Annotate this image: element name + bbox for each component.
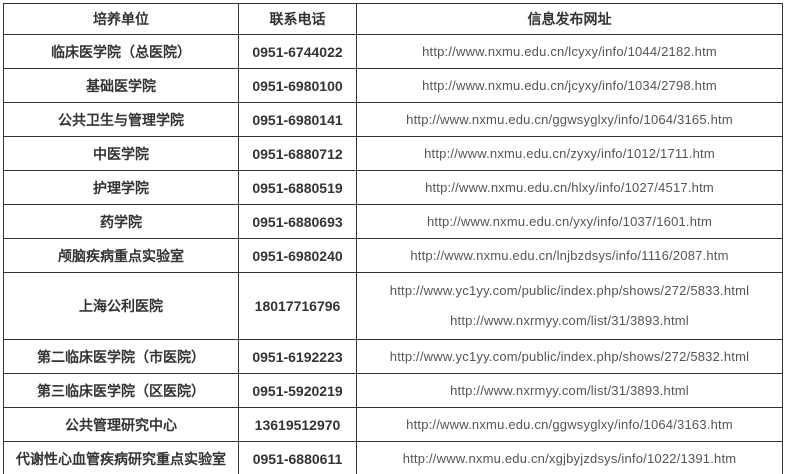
phone-cell: 13619512970 xyxy=(238,407,357,442)
table-body: 临床医学院（总医院） 0951-6744022 http://www.nxmu.ed… xyxy=(3,34,783,474)
url-cell: http://www.nxmu.edu.cn/xgjbyjzdsys/info/… xyxy=(356,441,783,474)
table-row: 药学院 0951-6880693 http://www.nxmu.edu.cn/yx… xyxy=(3,204,783,239)
phone-cell: 18017716796 xyxy=(238,272,357,340)
unit-cell: 中医学院 xyxy=(3,136,239,171)
phone-cell: 0951-6880693 xyxy=(238,204,357,239)
phone-cell: 0951-6744022 xyxy=(238,34,357,69)
url-text: http://www.nxmu.edu.cn/ggwsyglxy/info/10… xyxy=(406,111,733,127)
phone-cell: 0951-6880611 xyxy=(238,441,357,474)
url-text: http://www.nxmu.edu.cn/jcyxy/info/1034/2… xyxy=(422,77,717,93)
url-text: http://www.nxmu.edu.cn/ggwsyglxy/info/10… xyxy=(406,416,733,432)
table-row: 中医学院 0951-6880712 http://www.nxmu.edu.cn/z… xyxy=(3,136,783,171)
url-cell: http://www.nxmu.edu.cn/ggwsyglxy/info/10… xyxy=(356,407,783,442)
unit-cell: 代谢性心血管疾病研究重点实验室 xyxy=(3,441,239,474)
url-cell: http://www.nxmu.edu.cn/hlxy/info/1027/45… xyxy=(356,170,783,205)
url-cell: http://www.nxmu.edu.cn/ggwsyglxy/info/10… xyxy=(356,102,783,137)
unit-cell: 基础医学院 xyxy=(3,68,239,103)
url-text: http://www.nxmu.edu.cn/zyxy/info/1012/17… xyxy=(424,145,715,161)
table-row: 临床医学院（总医院） 0951-6744022 http://www.nxmu.ed… xyxy=(3,34,783,69)
unit-cell: 第二临床医学院（市医院） xyxy=(3,339,239,374)
table-row: 代谢性心血管疾病研究重点实验室 0951-6880611 http://www.nx… xyxy=(3,441,783,474)
url-cell: http://www.nxmu.edu.cn/lnjbzdsys/info/11… xyxy=(356,238,783,273)
unit-cell: 公共管理研究中心 xyxy=(3,407,239,442)
url-text: http://www.nxmu.edu.cn/yxy/info/1037/160… xyxy=(426,213,713,229)
url-cell: http://www.nxrmyy.com/list/31/3893.html xyxy=(356,373,783,408)
url-text: http://www.nxmu.edu.cn/lnjbzdsys/info/11… xyxy=(410,247,729,263)
url-text: http://www.nxrmyy.com/list/31/3893.html xyxy=(450,382,689,398)
url-cell: http://www.nxmu.edu.cn/yxy/info/1037/160… xyxy=(356,204,783,239)
url-text: http://www.yc1yy.com/public/index.php/sh… xyxy=(389,348,750,364)
table-row: 颅脑疾病重点实验室 0951-6980240 http://www.nxmu.edu… xyxy=(3,238,783,273)
url-text: http://www.nxmu.edu.cn/xgjbyjzdsys/info/… xyxy=(402,450,737,466)
unit-cell: 颅脑疾病重点实验室 xyxy=(3,238,239,273)
unit-cell: 药学院 xyxy=(3,204,239,239)
header-url: 信息发布网址 xyxy=(356,3,783,35)
phone-cell: 0951-6880712 xyxy=(238,136,357,171)
url-cell: http://www.nxmu.edu.cn/lcyxy/info/1044/2… xyxy=(356,34,783,69)
phone-cell: 0951-6980100 xyxy=(238,68,357,103)
url-text: http://www.nxrmyy.com/list/31/3893.html xyxy=(450,313,689,328)
table-row: 公共卫生与管理学院 0951-6980141 http://www.nxmu.edu… xyxy=(3,102,783,137)
table-row: 公共管理研究中心 13619512970 http://www.nxmu.edu.c… xyxy=(3,407,783,442)
unit-cell: 临床医学院（总医院） xyxy=(3,34,239,69)
table-row: 基础医学院 0951-6980100 http://www.nxmu.edu.cn/… xyxy=(3,68,783,103)
url-cell: http://www.nxmu.edu.cn/jcyxy/info/1034/2… xyxy=(356,68,783,103)
url-cell: http://www.yc1yy.com/public/index.php/sh… xyxy=(356,339,783,374)
unit-cell: 上海公利医院 xyxy=(3,272,239,340)
table-row: 上海公利医院 18017716796 http://www.yc1yy.com/pu… xyxy=(3,272,783,340)
table-row: 第二临床医学院（市医院） 0951-6192223 http://www.yc1yy… xyxy=(3,339,783,374)
url-text: http://www.nxmu.edu.cn/hlxy/info/1027/45… xyxy=(425,179,714,195)
url-text: http://www.nxmu.edu.cn/lcyxy/info/1044/2… xyxy=(422,43,717,59)
unit-cell: 第三临床医学院（区医院） xyxy=(3,373,239,408)
phone-cell: 0951-6980240 xyxy=(238,238,357,273)
table-row: 第三临床医学院（区医院） 0951-5920219 http://www.nxrmy… xyxy=(3,373,783,408)
phone-cell: 0951-6980141 xyxy=(238,102,357,137)
header-row: 培养单位 联系电话 信息发布网址 xyxy=(3,3,783,35)
phone-cell: 0951-6192223 xyxy=(238,339,357,374)
phone-cell: 0951-5920219 xyxy=(238,373,357,408)
url-cell: http://www.nxmu.edu.cn/zyxy/info/1012/17… xyxy=(356,136,783,171)
header-phone: 联系电话 xyxy=(238,3,357,35)
table-row: 护理学院 0951-6880519 http://www.nxmu.edu.cn/h… xyxy=(3,170,783,205)
unit-cell: 护理学院 xyxy=(3,170,239,205)
url-cell: http://www.yc1yy.com/public/index.php/sh… xyxy=(356,272,783,340)
unit-cell: 公共卫生与管理学院 xyxy=(3,102,239,137)
phone-cell: 0951-6880519 xyxy=(238,170,357,205)
table-header: 培养单位 联系电话 信息发布网址 xyxy=(3,3,783,35)
url-text: http://www.yc1yy.com/public/index.php/sh… xyxy=(389,283,750,298)
training-units-table: 培养单位 联系电话 信息发布网址 临床医学院（总医院） 0951-6744022 h… xyxy=(3,3,783,474)
header-unit: 培养单位 xyxy=(3,3,239,35)
